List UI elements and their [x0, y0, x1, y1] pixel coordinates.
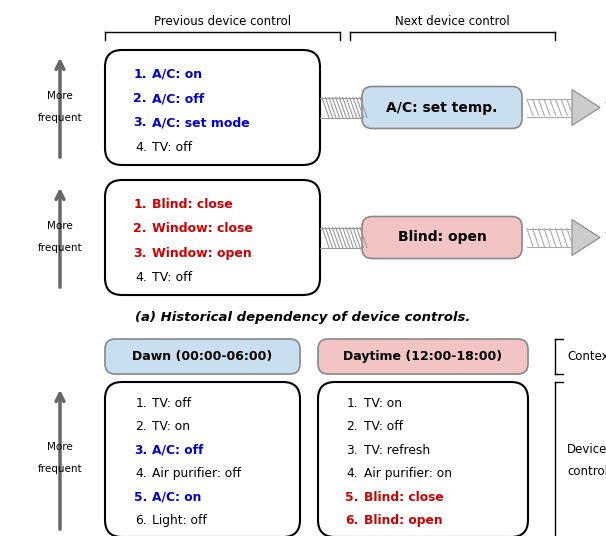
FancyBboxPatch shape	[105, 339, 300, 374]
Text: 1.: 1.	[347, 397, 358, 410]
Text: Blind: close: Blind: close	[364, 490, 444, 503]
Text: frequent: frequent	[38, 464, 82, 474]
Text: Device: Device	[567, 443, 606, 456]
Text: 3.: 3.	[134, 116, 147, 130]
Text: 4.: 4.	[135, 271, 147, 284]
Text: TV: refresh: TV: refresh	[364, 443, 430, 457]
Text: Light: off: Light: off	[152, 514, 207, 527]
FancyBboxPatch shape	[362, 217, 522, 258]
Text: controls: controls	[567, 465, 606, 478]
FancyBboxPatch shape	[105, 180, 320, 295]
Text: TV: off: TV: off	[152, 141, 192, 154]
Text: TV: off: TV: off	[364, 420, 403, 433]
Text: 2.: 2.	[133, 222, 147, 235]
Text: 6.: 6.	[345, 514, 358, 527]
Text: A/C: set mode: A/C: set mode	[152, 116, 250, 130]
FancyBboxPatch shape	[318, 339, 528, 374]
Text: A/C: on: A/C: on	[152, 490, 201, 503]
Text: Blind: close: Blind: close	[152, 197, 233, 211]
Text: Context: Context	[567, 350, 606, 363]
Text: A/C: on: A/C: on	[152, 68, 202, 80]
Text: Window: open: Window: open	[152, 247, 251, 259]
Text: TV: on: TV: on	[364, 397, 402, 410]
FancyBboxPatch shape	[362, 86, 522, 129]
Text: More: More	[47, 442, 73, 452]
Text: Air purifier: off: Air purifier: off	[152, 467, 241, 480]
FancyBboxPatch shape	[105, 50, 320, 165]
Text: A/C: set temp.: A/C: set temp.	[386, 101, 498, 115]
Text: 5.: 5.	[134, 490, 147, 503]
Text: More: More	[47, 91, 73, 101]
Text: frequent: frequent	[38, 113, 82, 123]
Text: Time: Time	[604, 101, 606, 114]
Text: Next device control: Next device control	[395, 15, 510, 28]
Text: 3.: 3.	[134, 247, 147, 259]
Text: More: More	[47, 221, 73, 231]
Text: 3.: 3.	[347, 443, 358, 457]
Text: Previous device control: Previous device control	[154, 15, 291, 28]
Text: Dawn (00:00-06:00): Dawn (00:00-06:00)	[132, 350, 273, 363]
Text: 4.: 4.	[347, 467, 358, 480]
Text: (a) Historical dependency of device controls.: (a) Historical dependency of device cont…	[135, 310, 471, 324]
Text: 1.: 1.	[133, 68, 147, 80]
Text: 4.: 4.	[135, 141, 147, 154]
Text: Daytime (12:00-18:00): Daytime (12:00-18:00)	[344, 350, 502, 363]
Text: A/C: off: A/C: off	[152, 443, 204, 457]
Text: 1.: 1.	[133, 197, 147, 211]
Text: 3.: 3.	[134, 443, 147, 457]
Text: 1.: 1.	[135, 397, 147, 410]
Text: 5.: 5.	[345, 490, 358, 503]
FancyBboxPatch shape	[318, 382, 528, 536]
Text: frequent: frequent	[38, 243, 82, 253]
Text: Air purifier: on: Air purifier: on	[364, 467, 452, 480]
Text: TV: on: TV: on	[152, 420, 190, 433]
Text: Blind: open: Blind: open	[364, 514, 442, 527]
Text: TV: off: TV: off	[152, 271, 192, 284]
Text: 2.: 2.	[133, 92, 147, 105]
FancyBboxPatch shape	[105, 382, 300, 536]
Text: Blind: open: Blind: open	[398, 230, 487, 244]
Text: Time: Time	[604, 231, 606, 244]
Text: 2.: 2.	[135, 420, 147, 433]
Text: 2.: 2.	[347, 420, 358, 433]
Text: 6.: 6.	[135, 514, 147, 527]
Text: A/C: off: A/C: off	[152, 92, 204, 105]
Polygon shape	[572, 220, 600, 256]
Text: TV: off: TV: off	[152, 397, 191, 410]
Text: Window: close: Window: close	[152, 222, 253, 235]
Polygon shape	[572, 90, 600, 125]
Text: 4.: 4.	[135, 467, 147, 480]
